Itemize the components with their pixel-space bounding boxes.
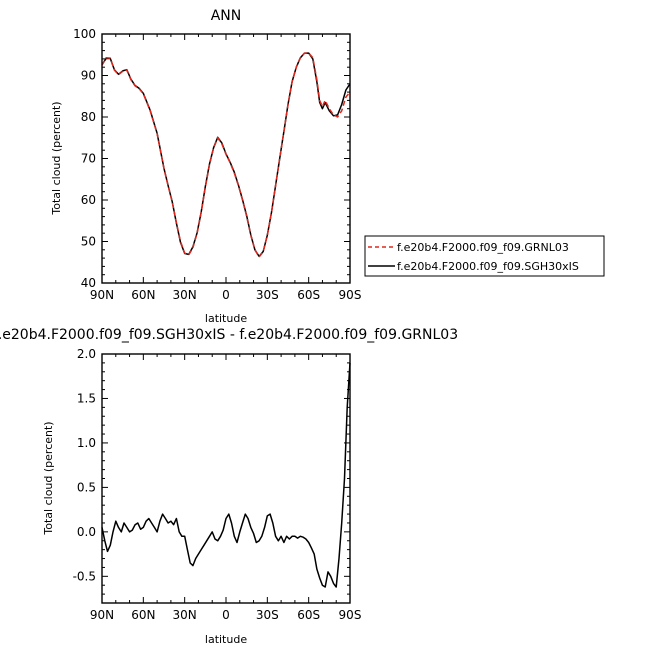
- y-tick-label: 1.5: [77, 391, 96, 405]
- x-tick-label: 60N: [131, 288, 155, 302]
- x-tick-label: 30N: [173, 608, 197, 622]
- y-tick-label: -0.5: [73, 569, 96, 583]
- chart-bottom-frame: [101, 353, 351, 604]
- x-tick-label: 60S: [297, 608, 320, 622]
- y-tick-label: 0.0: [77, 525, 96, 539]
- x-tick-label: 90N: [90, 608, 114, 622]
- y-tick-label: 80: [81, 110, 96, 124]
- chart-top-xlabel: latitude: [205, 312, 247, 325]
- legend-label-series-a: f.e20b4.F2000.f09_f09.GRNL03: [397, 241, 569, 254]
- chart-top-frame: [101, 33, 351, 284]
- chart-bottom-xlabel: latitude: [205, 633, 247, 646]
- chart-top-ylabel: Total cloud (percent): [50, 101, 63, 215]
- chart-top-title: ANN: [211, 8, 242, 24]
- x-tick-label: 90S: [339, 608, 362, 622]
- y-tick-label: 0.5: [77, 480, 96, 494]
- legend: f.e20b4.F2000.f09_f09.GRNL03 f.e20b4.F20…: [364, 235, 605, 277]
- x-tick-label: 90S: [339, 288, 362, 302]
- y-tick-label: 40: [81, 276, 96, 290]
- x-tick-label: 30N: [173, 288, 197, 302]
- x-tick-label: 30S: [256, 288, 279, 302]
- x-tick-label: 90N: [90, 288, 114, 302]
- legend-label-series-b: f.e20b4.F2000.f09_f09.SGH30xIS: [397, 260, 579, 273]
- y-tick-label: 90: [81, 69, 96, 83]
- y-tick-label: 2.0: [77, 347, 96, 361]
- y-tick-label: 100: [73, 27, 96, 41]
- x-tick-label: 60N: [131, 608, 155, 622]
- x-tick-label: 0: [222, 288, 230, 302]
- y-tick-label: 50: [81, 235, 96, 249]
- chart-bottom: f.e20b4.F2000.f09_f09.SGH30xIS - f.e20b4…: [0, 327, 458, 646]
- chart-bottom-ylabel: Total cloud (percent): [42, 421, 55, 535]
- x-tick-label: 0: [222, 608, 230, 622]
- y-tick-label: 1.0: [77, 436, 96, 450]
- series-line-difference: [101, 362, 351, 588]
- x-tick-label: 60S: [297, 288, 320, 302]
- legend-box: [364, 235, 605, 277]
- y-tick-label: 70: [81, 152, 96, 166]
- y-tick-label: 60: [81, 193, 96, 207]
- x-tick-label: 30S: [256, 608, 279, 622]
- chart-top: ANN 90N 60N 30N 0 30S 60S 90S 40 50 60 70 80 90 100 l…: [50, 8, 361, 325]
- series-line-grnl03: [101, 52, 351, 258]
- chart-bottom-title: f.e20b4.F2000.f09_f09.SGH30xIS - f.e20b4…: [0, 327, 458, 343]
